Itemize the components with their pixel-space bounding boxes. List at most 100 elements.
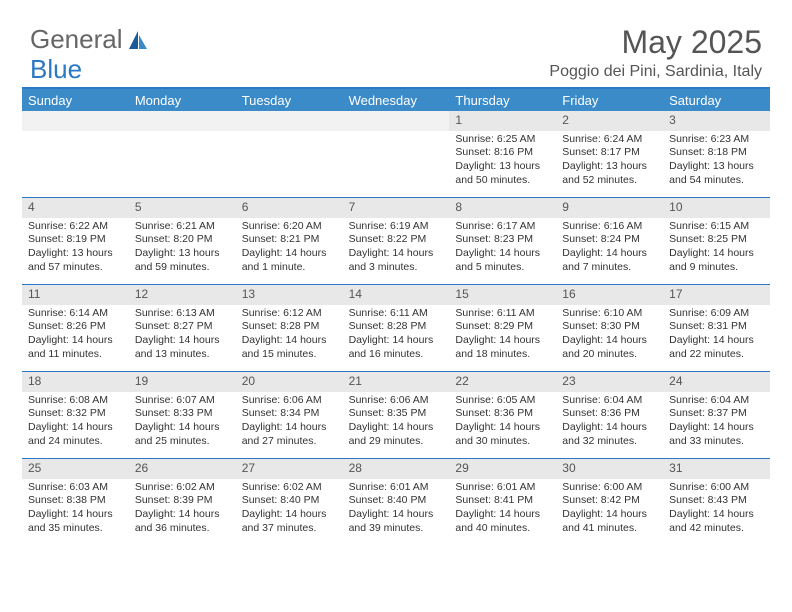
sunrise-line: Sunrise: 6:21 AM: [135, 220, 230, 234]
day-body: Sunrise: 6:00 AMSunset: 8:42 PMDaylight:…: [556, 479, 663, 540]
daylight-line: Daylight: 14 hours and 40 minutes.: [455, 508, 550, 535]
daylight-line: Daylight: 14 hours and 36 minutes.: [135, 508, 230, 535]
day-body: Sunrise: 6:22 AMSunset: 8:19 PMDaylight:…: [22, 218, 129, 279]
sunset-line: Sunset: 8:27 PM: [135, 320, 230, 334]
sunset-line: Sunset: 8:17 PM: [562, 146, 657, 160]
day-cell: 8Sunrise: 6:17 AMSunset: 8:23 PMDaylight…: [449, 198, 556, 284]
daylight-line: Daylight: 14 hours and 35 minutes.: [28, 508, 123, 535]
day-cell: 14Sunrise: 6:11 AMSunset: 8:28 PMDayligh…: [343, 285, 450, 371]
day-number: [236, 111, 343, 131]
week-row: 11Sunrise: 6:14 AMSunset: 8:26 PMDayligh…: [22, 285, 770, 372]
day-cell: 22Sunrise: 6:05 AMSunset: 8:36 PMDayligh…: [449, 372, 556, 458]
day-number: 17: [663, 285, 770, 305]
logo: General: [30, 24, 149, 55]
sunrise-line: Sunrise: 6:09 AM: [669, 307, 764, 321]
sunrise-line: Sunrise: 6:04 AM: [562, 394, 657, 408]
day-number: 6: [236, 198, 343, 218]
day-number: 10: [663, 198, 770, 218]
day-cell: 2Sunrise: 6:24 AMSunset: 8:17 PMDaylight…: [556, 111, 663, 197]
daylight-line: Daylight: 14 hours and 18 minutes.: [455, 334, 550, 361]
day-number: 3: [663, 111, 770, 131]
day-cell: 25Sunrise: 6:03 AMSunset: 8:38 PMDayligh…: [22, 459, 129, 545]
day-number: 15: [449, 285, 556, 305]
day-body: Sunrise: 6:13 AMSunset: 8:27 PMDaylight:…: [129, 305, 236, 366]
day-cell: 3Sunrise: 6:23 AMSunset: 8:18 PMDaylight…: [663, 111, 770, 197]
day-body: Sunrise: 6:01 AMSunset: 8:41 PMDaylight:…: [449, 479, 556, 540]
day-number: 1: [449, 111, 556, 131]
day-cell: 16 Sunrise: 6:10 AMSunset: 8:30 PMDayligh…: [556, 285, 663, 371]
day-number: 12: [129, 285, 236, 305]
day-header-cell: Sunday: [22, 93, 129, 108]
day-number: 2: [556, 111, 663, 131]
daylight-line: Daylight: 14 hours and 5 minutes.: [455, 247, 550, 274]
day-cell: 23Sunrise: 6:04 AMSunset: 8:36 PMDayligh…: [556, 372, 663, 458]
daylight-line: Daylight: 14 hours and 24 minutes.: [28, 421, 123, 448]
sunset-line: Sunset: 8:32 PM: [28, 407, 123, 421]
sunrise-line: Sunrise: 6:11 AM: [349, 307, 444, 321]
sunrise-line: Sunrise: 6:25 AM: [455, 133, 550, 147]
day-number: 4: [22, 198, 129, 218]
day-cell: 17Sunrise: 6:09 AMSunset: 8:31 PMDayligh…: [663, 285, 770, 371]
day-body: Sunrise: 6:09 AMSunset: 8:31 PMDaylight:…: [663, 305, 770, 366]
day-number: 20: [236, 372, 343, 392]
week-row: 4Sunrise: 6:22 AMSunset: 8:19 PMDaylight…: [22, 198, 770, 285]
day-body: Sunrise: 6:05 AMSunset: 8:36 PMDaylight:…: [449, 392, 556, 453]
day-body: Sunrise: 6:02 AMSunset: 8:40 PMDaylight:…: [236, 479, 343, 540]
day-header-cell: Saturday: [663, 93, 770, 108]
sunrise-line: Sunrise: 6:10 AM: [562, 307, 657, 321]
day-body: Sunrise: 6:25 AMSunset: 8:16 PMDaylight:…: [449, 131, 556, 192]
logo-sail-icon: [127, 29, 149, 51]
day-number: 29: [449, 459, 556, 479]
day-body: Sunrise: 6:06 AMSunset: 8:34 PMDaylight:…: [236, 392, 343, 453]
daylight-line: Daylight: 14 hours and 30 minutes.: [455, 421, 550, 448]
day-body: Sunrise: 6:02 AMSunset: 8:39 PMDaylight:…: [129, 479, 236, 540]
sunrise-line: Sunrise: 6:05 AM: [455, 394, 550, 408]
daylight-line: Daylight: 14 hours and 9 minutes.: [669, 247, 764, 274]
day-cell: 20Sunrise: 6:06 AMSunset: 8:34 PMDayligh…: [236, 372, 343, 458]
daylight-line: Daylight: 14 hours and 13 minutes.: [135, 334, 230, 361]
day-cell: 30Sunrise: 6:00 AMSunset: 8:42 PMDayligh…: [556, 459, 663, 545]
day-header-cell: Thursday: [449, 93, 556, 108]
sunset-line: Sunset: 8:40 PM: [349, 494, 444, 508]
sunrise-line: Sunrise: 6:16 AM: [562, 220, 657, 234]
day-header-cell: Tuesday: [236, 93, 343, 108]
day-number: 13: [236, 285, 343, 305]
day-body: Sunrise: 6:21 AMSunset: 8:20 PMDaylight:…: [129, 218, 236, 279]
day-cell: 15Sunrise: 6:11 AMSunset: 8:29 PMDayligh…: [449, 285, 556, 371]
day-number: 22: [449, 372, 556, 392]
header: General May 2025 Poggio dei Pini, Sardin…: [0, 0, 792, 87]
day-number: 26: [129, 459, 236, 479]
sunset-line: Sunset: 8:30 PM: [562, 320, 657, 334]
day-body: Sunrise: 6:07 AMSunset: 8:33 PMDaylight:…: [129, 392, 236, 453]
sunrise-line: Sunrise: 6:19 AM: [349, 220, 444, 234]
day-cell: 9Sunrise: 6:16 AMSunset: 8:24 PMDaylight…: [556, 198, 663, 284]
day-number: 16: [556, 285, 663, 305]
daylight-line: Daylight: 14 hours and 20 minutes.: [562, 334, 657, 361]
daylight-line: Daylight: 14 hours and 15 minutes.: [242, 334, 337, 361]
sunset-line: Sunset: 8:25 PM: [669, 233, 764, 247]
week-row: 1Sunrise: 6:25 AMSunset: 8:16 PMDaylight…: [22, 111, 770, 198]
day-cell: 7Sunrise: 6:19 AMSunset: 8:22 PMDaylight…: [343, 198, 450, 284]
day-cell: 12Sunrise: 6:13 AMSunset: 8:27 PMDayligh…: [129, 285, 236, 371]
daylight-line: Daylight: 14 hours and 3 minutes.: [349, 247, 444, 274]
sunrise-line: Sunrise: 6:14 AM: [28, 307, 123, 321]
day-cell: [129, 111, 236, 197]
day-cell: 29Sunrise: 6:01 AMSunset: 8:41 PMDayligh…: [449, 459, 556, 545]
day-cell: 24Sunrise: 6:04 AMSunset: 8:37 PMDayligh…: [663, 372, 770, 458]
sunrise-line: Sunrise: 6:13 AM: [135, 307, 230, 321]
sunset-line: Sunset: 8:18 PM: [669, 146, 764, 160]
location: Poggio dei Pini, Sardinia, Italy: [549, 63, 762, 81]
day-body: Sunrise: 6:23 AMSunset: 8:18 PMDaylight:…: [663, 131, 770, 192]
day-number: 24: [663, 372, 770, 392]
week-row: 25Sunrise: 6:03 AMSunset: 8:38 PMDayligh…: [22, 459, 770, 545]
sunset-line: Sunset: 8:23 PM: [455, 233, 550, 247]
sunrise-line: Sunrise: 6:04 AM: [669, 394, 764, 408]
day-body: Sunrise: 6:06 AMSunset: 8:35 PMDaylight:…: [343, 392, 450, 453]
sunrise-line: Sunrise: 6:06 AM: [349, 394, 444, 408]
day-cell: 6Sunrise: 6:20 AMSunset: 8:21 PMDaylight…: [236, 198, 343, 284]
daylight-line: Daylight: 14 hours and 29 minutes.: [349, 421, 444, 448]
title-block: May 2025 Poggio dei Pini, Sardinia, Ital…: [549, 24, 762, 81]
day-cell: 5Sunrise: 6:21 AMSunset: 8:20 PMDaylight…: [129, 198, 236, 284]
daylight-line: Daylight: 14 hours and 39 minutes.: [349, 508, 444, 535]
day-header-cell: Wednesday: [343, 93, 450, 108]
